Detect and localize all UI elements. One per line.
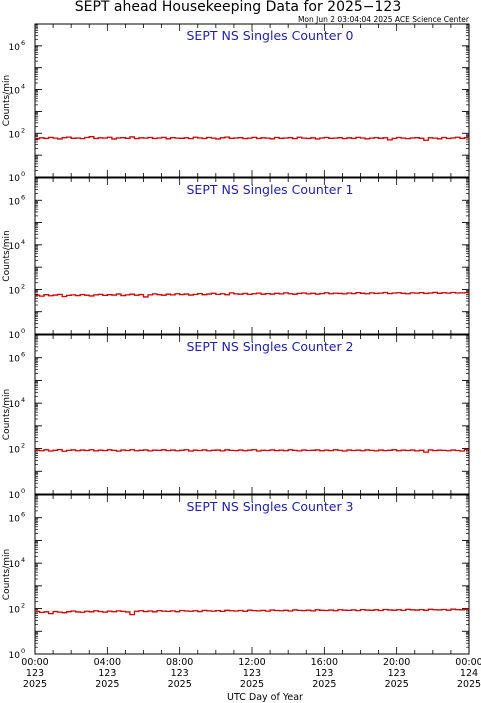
- y-axis-title: Counts/min: [2, 230, 12, 281]
- plot-frame: [34, 177, 470, 335]
- y-tick-label: 10: [9, 130, 21, 140]
- x-tick-text: 16:00: [311, 657, 338, 668]
- y-tick-label: 10: [9, 606, 21, 616]
- x-tick-text: 2025: [457, 679, 481, 690]
- y-tick-label: 10: [9, 400, 21, 410]
- x-tick-text: 123: [243, 668, 261, 679]
- y-tick-label: 10: [9, 174, 21, 184]
- y-tick-exponent: 2: [21, 602, 25, 610]
- generated-timestamp: Mon Jun 2 03:04:04 2025 ACE Science Cent…: [298, 15, 470, 24]
- x-tick-text: 2025: [385, 679, 409, 690]
- x-tick-text: 123: [315, 668, 333, 679]
- series-line-counter-1: [35, 291, 469, 298]
- x-axis-title: UTC Day of Year: [227, 692, 303, 703]
- y-tick-label: 10: [9, 446, 21, 456]
- y-tick-label: 10: [9, 286, 21, 296]
- y-tick-exponent: 0: [21, 487, 25, 495]
- x-tick-text: 00:00: [455, 657, 481, 668]
- y-tick-label: 10: [9, 242, 21, 252]
- y-tick-label: 10: [9, 515, 21, 525]
- chart-title: SEPT ahead Housekeeping Data for 2025−12…: [75, 0, 402, 15]
- x-tick-text: 124: [460, 668, 478, 679]
- series-line-counter-0: [35, 136, 469, 141]
- y-tick-exponent: 4: [21, 238, 25, 246]
- y-tick-label: 10: [9, 87, 21, 97]
- x-tick-text: 2025: [240, 679, 264, 690]
- y-tick-label: 10: [9, 651, 21, 661]
- y-tick-exponent: 0: [21, 327, 25, 335]
- panel-title: SEPT NS Singles Counter 0: [186, 28, 353, 43]
- y-tick-exponent: 0: [21, 647, 25, 655]
- x-tick-text: 2025: [312, 679, 336, 690]
- y-tick-exponent: 6: [21, 511, 25, 519]
- y-tick-exponent: 6: [21, 193, 25, 201]
- x-tick-text: 12:00: [238, 657, 265, 668]
- x-tick-text: 08:00: [166, 657, 193, 668]
- x-tick-text: 20:00: [383, 657, 410, 668]
- x-tick-text: 2025: [23, 679, 47, 690]
- y-tick-label: 10: [9, 197, 21, 207]
- y-tick-label: 10: [9, 491, 21, 501]
- y-tick-exponent: 2: [21, 126, 25, 134]
- y-axis-title: Counts/min: [2, 75, 12, 126]
- plot-frame: [34, 494, 470, 655]
- x-axis-labels: 00:00123202504:00123202508:00123202512:0…: [21, 657, 481, 690]
- x-tick-text: 123: [26, 668, 44, 679]
- panel-title: SEPT NS Singles Counter 3: [186, 499, 353, 514]
- x-tick-text: 00:00: [21, 657, 48, 668]
- x-tick-text: 2025: [168, 679, 192, 690]
- y-tick-label: 10: [9, 355, 21, 365]
- series-line-counter-3: [35, 608, 469, 616]
- y-tick-exponent: 0: [21, 170, 25, 178]
- x-tick-text: 04:00: [94, 657, 121, 668]
- y-tick-exponent: 6: [21, 351, 25, 359]
- y-axis-title: Counts/min: [2, 389, 12, 440]
- x-tick-text: 123: [388, 668, 406, 679]
- y-tick-exponent: 6: [21, 39, 25, 47]
- y-tick-exponent: 4: [21, 556, 25, 564]
- series-line-counter-2: [35, 448, 469, 453]
- y-tick-exponent: 2: [21, 442, 25, 450]
- y-tick-label: 10: [9, 331, 21, 341]
- plot-frame: [34, 23, 470, 178]
- panel-title: SEPT NS Singles Counter 2: [186, 339, 353, 354]
- y-tick-exponent: 2: [21, 282, 25, 290]
- x-tick-text: 2025: [95, 679, 119, 690]
- y-tick-exponent: 4: [21, 396, 25, 404]
- plot-frame: [34, 334, 470, 495]
- y-axis-title: Counts/min: [2, 549, 12, 600]
- y-tick-exponent: 4: [21, 83, 25, 91]
- x-tick-text: 123: [171, 668, 189, 679]
- y-tick-label: 10: [9, 43, 21, 53]
- panel-title: SEPT NS Singles Counter 1: [186, 182, 353, 197]
- y-tick-label: 10: [9, 560, 21, 570]
- x-tick-text: 123: [98, 668, 116, 679]
